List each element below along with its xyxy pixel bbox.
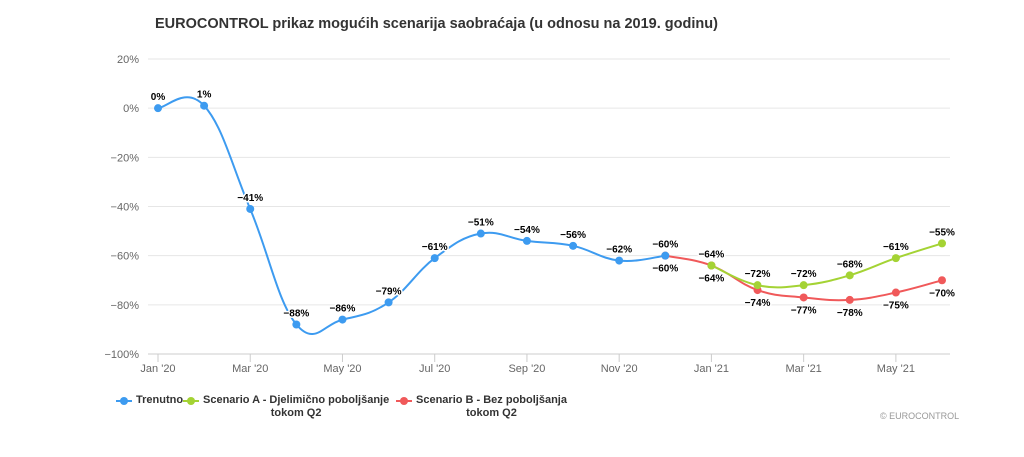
data-label-scenario-a: −64% [698, 250, 724, 261]
data-label-scenario-a: −72% [745, 269, 771, 280]
data-label-trenutno: −54% [514, 225, 540, 236]
data-label-trenutno: −56% [560, 230, 586, 241]
series-layer [154, 96, 946, 336]
y-tick-label: −20% [111, 152, 140, 164]
data-point-scenario-b[interactable] [799, 293, 808, 302]
data-label-trenutno: −88% [283, 309, 309, 320]
data-point-scenario-b[interactable] [938, 276, 946, 285]
x-tick-label: Mar '20 [232, 363, 268, 375]
data-point-trenutno[interactable] [200, 101, 209, 110]
data-label-trenutno: 1% [197, 90, 212, 101]
legend-symbol-icon [116, 397, 132, 405]
x-tick-label: Jan '21 [694, 363, 729, 375]
data-label-scenario-b: −60% [652, 264, 678, 275]
data-label-scenario-b: −78% [837, 308, 863, 319]
y-tick-label: −80% [111, 300, 140, 312]
data-point-trenutno[interactable] [292, 320, 301, 329]
legend-label: Scenario A - Djelimično poboljšanje toko… [203, 394, 390, 419]
x-tick-label: Jul '20 [419, 363, 450, 375]
data-label-trenutno: −62% [606, 245, 632, 256]
x-tick-label: Sep '20 [508, 363, 545, 375]
x-tick-label: May '20 [323, 363, 361, 375]
data-point-scenario-b[interactable] [845, 295, 854, 304]
data-point-trenutno[interactable] [338, 315, 347, 324]
chart-credit[interactable]: © EUROCONTROL [880, 411, 960, 421]
data-point-trenutno[interactable] [246, 204, 255, 213]
data-label-trenutno: 0% [151, 92, 166, 103]
data-point-scenario-a[interactable] [707, 261, 716, 270]
data-label-scenario-b: −75% [883, 301, 909, 312]
x-tick-label: Nov '20 [601, 363, 638, 375]
x-tick-label: Mar '21 [785, 363, 821, 375]
y-tick-label: 20% [117, 54, 139, 66]
data-point-trenutno[interactable] [430, 254, 439, 263]
data-point-trenutno[interactable] [615, 256, 624, 265]
series-line-trenutno[interactable] [157, 96, 667, 336]
data-point-scenario-a[interactable] [891, 254, 900, 263]
y-axis: 20% 0% −20% −40% −60% −80% −100% [104, 54, 139, 361]
data-point-trenutno[interactable] [522, 236, 531, 245]
x-tick-label: Jan '20 [140, 363, 175, 375]
data-label-trenutno: −86% [330, 304, 356, 315]
data-label-trenutno: −61% [422, 242, 448, 253]
data-point-trenutno[interactable] [661, 251, 670, 260]
legend-label: Scenario B - Bez poboljšanja tokom Q2 [416, 394, 567, 419]
data-label-trenutno: −51% [468, 218, 494, 229]
data-label-scenario-b: −64% [698, 274, 724, 285]
data-point-scenario-b[interactable] [891, 288, 900, 297]
data-point-scenario-a[interactable] [845, 271, 854, 280]
data-point-trenutno[interactable] [384, 298, 393, 307]
data-point-trenutno[interactable] [154, 104, 162, 113]
data-point-trenutno[interactable] [476, 229, 485, 238]
data-point-scenario-a[interactable] [938, 239, 946, 248]
data-point-trenutno[interactable] [569, 241, 578, 250]
x-axis: Jan '20 Mar '20 May '20 Jul '20 Sep '20 Nov '… [140, 354, 915, 375]
data-label-trenutno: −41% [237, 193, 263, 204]
data-label-scenario-a: −72% [791, 269, 817, 280]
data-point-scenario-a[interactable] [799, 281, 808, 290]
y-tick-label: −60% [111, 251, 140, 263]
data-label-trenutno: −60% [652, 240, 678, 251]
data-label-scenario-a: −68% [837, 259, 863, 270]
data-label-scenario-b: −77% [791, 305, 817, 316]
data-label-scenario-a: −55% [929, 227, 955, 238]
gridlines [148, 58, 950, 355]
series-line-scenario-a[interactable] [710, 242, 943, 289]
legend-symbol-icon [183, 397, 199, 405]
data-labels: −60% −64% −74% −77% −78% −75% −70% −64% −72% −72%… [149, 88, 956, 321]
data-label-scenario-b: −74% [745, 298, 771, 309]
y-tick-label: −100% [104, 349, 139, 361]
data-label-scenario-a: −61% [883, 242, 909, 253]
chart-title: EUROCONTROL prikaz mogućih scenarija sao… [155, 16, 718, 32]
data-label-scenario-b: −70% [929, 288, 955, 299]
data-point-scenario-a[interactable] [753, 281, 762, 290]
legend-label: Trenutno [136, 394, 184, 406]
legend-symbol-icon [396, 397, 412, 405]
x-tick-label: May '21 [877, 363, 915, 375]
y-tick-label: 0% [123, 103, 139, 115]
y-tick-label: −40% [111, 202, 140, 214]
data-label-trenutno: −79% [376, 286, 402, 297]
